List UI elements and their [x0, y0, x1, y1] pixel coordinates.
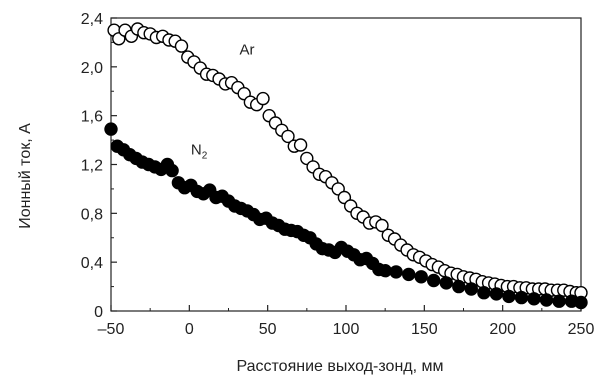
point-n2 — [464, 282, 478, 296]
point-n2 — [427, 273, 441, 288]
point-n2 — [414, 270, 428, 284]
point-ar — [256, 91, 270, 106]
point-ar — [375, 218, 389, 233]
point-n2 — [477, 286, 491, 300]
point-ar — [293, 138, 308, 152]
y-tick-label: 2,4 — [81, 11, 103, 28]
x-tick-label: 100 — [333, 321, 360, 338]
x-axis-title: Расстояние выход-зонд, мм — [236, 358, 443, 375]
x-tick-label: 200 — [489, 321, 516, 338]
y-tick-label: 0 — [94, 304, 103, 321]
point-n2 — [539, 293, 554, 307]
point-n2 — [104, 122, 118, 136]
series-label-ar: Ar — [239, 42, 254, 59]
point-n2 — [502, 289, 516, 304]
point-ar — [174, 39, 189, 53]
x-tick-label: 150 — [411, 321, 438, 338]
point-n2 — [402, 267, 416, 282]
point-ar — [281, 129, 295, 144]
series-label-n2: N2 — [191, 142, 208, 162]
point-n2 — [514, 290, 529, 305]
y-tick-label: 1,2 — [81, 158, 103, 175]
y-tick-label: 1,6 — [81, 109, 103, 126]
series-n2 — [104, 122, 588, 310]
point-n2 — [527, 292, 541, 306]
x-tick-label: 250 — [568, 321, 595, 338]
point-n2 — [574, 295, 588, 310]
point-n2 — [378, 264, 392, 278]
x-tick-label: 50 — [259, 321, 277, 338]
point-n2 — [489, 287, 504, 301]
chart-labels: Ar N2 — [191, 42, 255, 162]
y-tick-label: 2,0 — [81, 60, 103, 77]
x-tick-label: –50 — [98, 321, 125, 338]
y-tick-label: 0,8 — [81, 206, 103, 223]
y-tick-label: 0,4 — [81, 255, 103, 272]
point-n2 — [552, 294, 566, 308]
point-n2 — [389, 265, 403, 279]
data-series — [104, 22, 588, 310]
point-n2 — [165, 163, 179, 178]
point-n2 — [452, 279, 466, 294]
series-ar — [107, 22, 588, 300]
x-tick-label: 0 — [185, 321, 194, 338]
point-n2 — [439, 276, 453, 290]
y-axis-title: Ионный ток, А — [17, 123, 34, 229]
